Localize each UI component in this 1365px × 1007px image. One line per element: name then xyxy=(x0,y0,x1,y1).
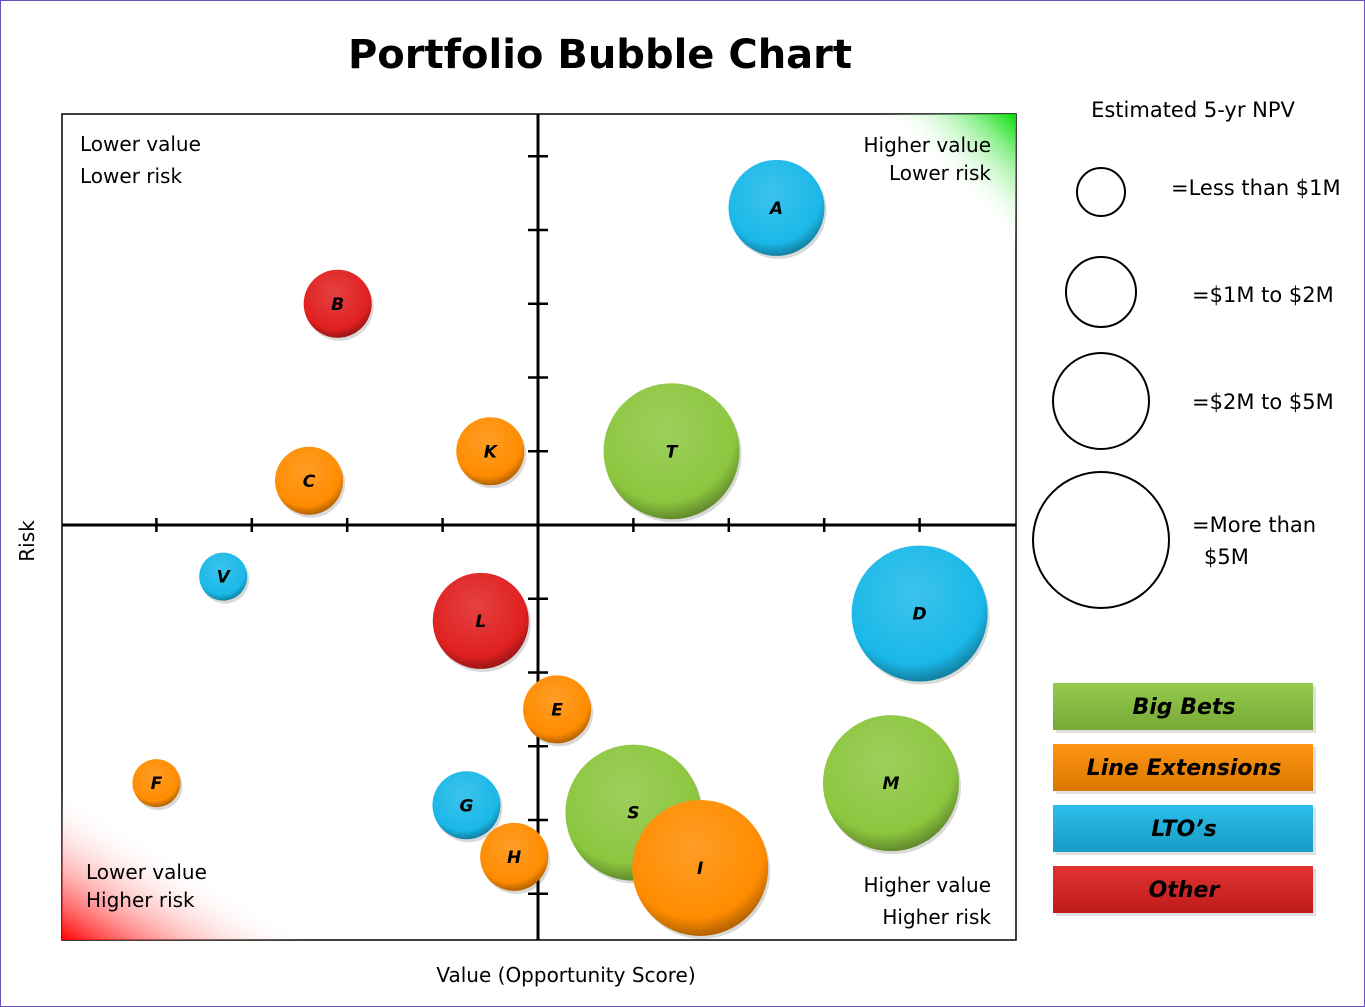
bubble-H: H xyxy=(480,822,551,894)
bubble-circle xyxy=(822,715,959,852)
size-legend-circle-1m-2m xyxy=(1065,256,1137,328)
quadrant-top-right-line2: Lower risk xyxy=(889,161,991,185)
size-legend-circle-2m-5m xyxy=(1052,352,1150,450)
bubble-circle xyxy=(456,417,525,486)
category-legend-label: Other xyxy=(1149,878,1221,903)
bubble-circle xyxy=(480,822,549,891)
bubble-A: A xyxy=(728,159,827,259)
bubble-circle xyxy=(432,572,529,669)
low-risk-high-value-highlight xyxy=(845,114,1016,285)
y-axis-label: Risk xyxy=(15,520,39,562)
bubble-circle xyxy=(851,545,988,682)
quadrant-bottom-right-line1: Higher value xyxy=(864,873,991,897)
chart-title: Portfolio Bubble Chart xyxy=(348,32,852,78)
bubble-C: C xyxy=(275,446,346,518)
bubble-label: T xyxy=(666,442,679,462)
bubble-B: B xyxy=(303,269,374,341)
category-legend-swatch xyxy=(1053,744,1313,791)
category-legend-item: Big Bets xyxy=(1053,683,1316,733)
quadrant-top-left-line2: Lower risk xyxy=(80,164,182,188)
category-legend-swatch xyxy=(1053,805,1313,852)
category-legend-swatch xyxy=(1053,866,1313,913)
bubble-label: V xyxy=(217,568,232,588)
bubble-circle xyxy=(132,759,181,808)
bubble-circle xyxy=(199,552,248,601)
bubbles: A B C K T V L D E F G M S H I xyxy=(132,159,990,939)
bubble-F: F xyxy=(132,759,183,811)
size-legend-label-1m-2m: =$1M to $2M xyxy=(1192,283,1334,307)
category-legend-item: LTO’s xyxy=(1053,805,1316,855)
bubble-label: G xyxy=(459,796,473,816)
quadrant-bottom-right-line2: Higher risk xyxy=(882,905,991,929)
bubble-circle xyxy=(303,269,372,338)
bubble-D: D xyxy=(851,545,990,685)
bubble-circle xyxy=(603,383,740,520)
bubble-label: M xyxy=(883,774,900,794)
bubble-label: K xyxy=(484,442,499,462)
bubble-circle xyxy=(728,159,825,256)
size-legend-label-2m-5m: =$2M to $5M xyxy=(1192,390,1334,414)
category-legend-item: Line Extensions xyxy=(1053,744,1316,794)
category-legend-label: LTO’s xyxy=(1151,817,1217,842)
category-legend-label: Line Extensions xyxy=(1087,756,1282,781)
bubble-V: V xyxy=(199,552,250,604)
bubble-I: I xyxy=(632,799,771,939)
bubble-label: E xyxy=(551,700,563,720)
size-legend-label-lt1m: =Less than $1M xyxy=(1171,176,1341,200)
size-legend-title: Estimated 5-yr NPV xyxy=(1091,98,1295,122)
bubble-G: G xyxy=(432,771,503,843)
bubble-circle xyxy=(432,771,501,840)
bubble-circle xyxy=(523,675,592,744)
bubble-label: I xyxy=(697,859,703,879)
quadrant-bottom-left-line2: Higher risk xyxy=(86,888,195,912)
bubble-M: M xyxy=(822,715,961,855)
size-legend-circle-gt5m xyxy=(1032,471,1170,609)
bubble-label: H xyxy=(507,848,521,868)
high-risk-low-value-highlight xyxy=(62,770,340,940)
quadrant-bottom-left-line1: Lower value xyxy=(86,860,207,884)
bubble-label: B xyxy=(331,295,344,315)
category-legend-item: Other xyxy=(1053,866,1316,916)
bubble-circle xyxy=(275,446,344,515)
category-legend-swatch xyxy=(1053,683,1313,730)
size-legend-label-gt5m-line2: $5M xyxy=(1204,545,1249,569)
bubble-label: A xyxy=(768,199,783,219)
x-axis-label: Value (Opportunity Score) xyxy=(436,963,695,987)
bubble-L: L xyxy=(432,572,531,672)
category-legend-label: Big Bets xyxy=(1132,695,1235,720)
bubble-T: T xyxy=(603,383,742,523)
category-legend: Big Bets Line Extensions LTO’s Other xyxy=(1053,683,1316,916)
bubble-E: E xyxy=(523,675,594,747)
size-legend-circle-lt1m xyxy=(1076,167,1126,217)
size-legend-label-gt5m-line1: =More than xyxy=(1192,513,1316,537)
quadrant-top-right-line1: Higher value xyxy=(864,133,991,157)
bubble-label: S xyxy=(627,804,639,824)
size-legend-label-gt5m: =More than $5M xyxy=(1192,513,1316,569)
bubble-K: K xyxy=(456,417,527,489)
bubble-label: C xyxy=(303,472,316,492)
bubble-label: F xyxy=(151,774,163,794)
axes xyxy=(62,114,1016,940)
quadrant-top-left-line1: Lower value xyxy=(80,132,201,156)
bubble-label: D xyxy=(913,605,927,625)
bubble-circle xyxy=(632,799,769,936)
bubble-label: L xyxy=(475,612,486,632)
